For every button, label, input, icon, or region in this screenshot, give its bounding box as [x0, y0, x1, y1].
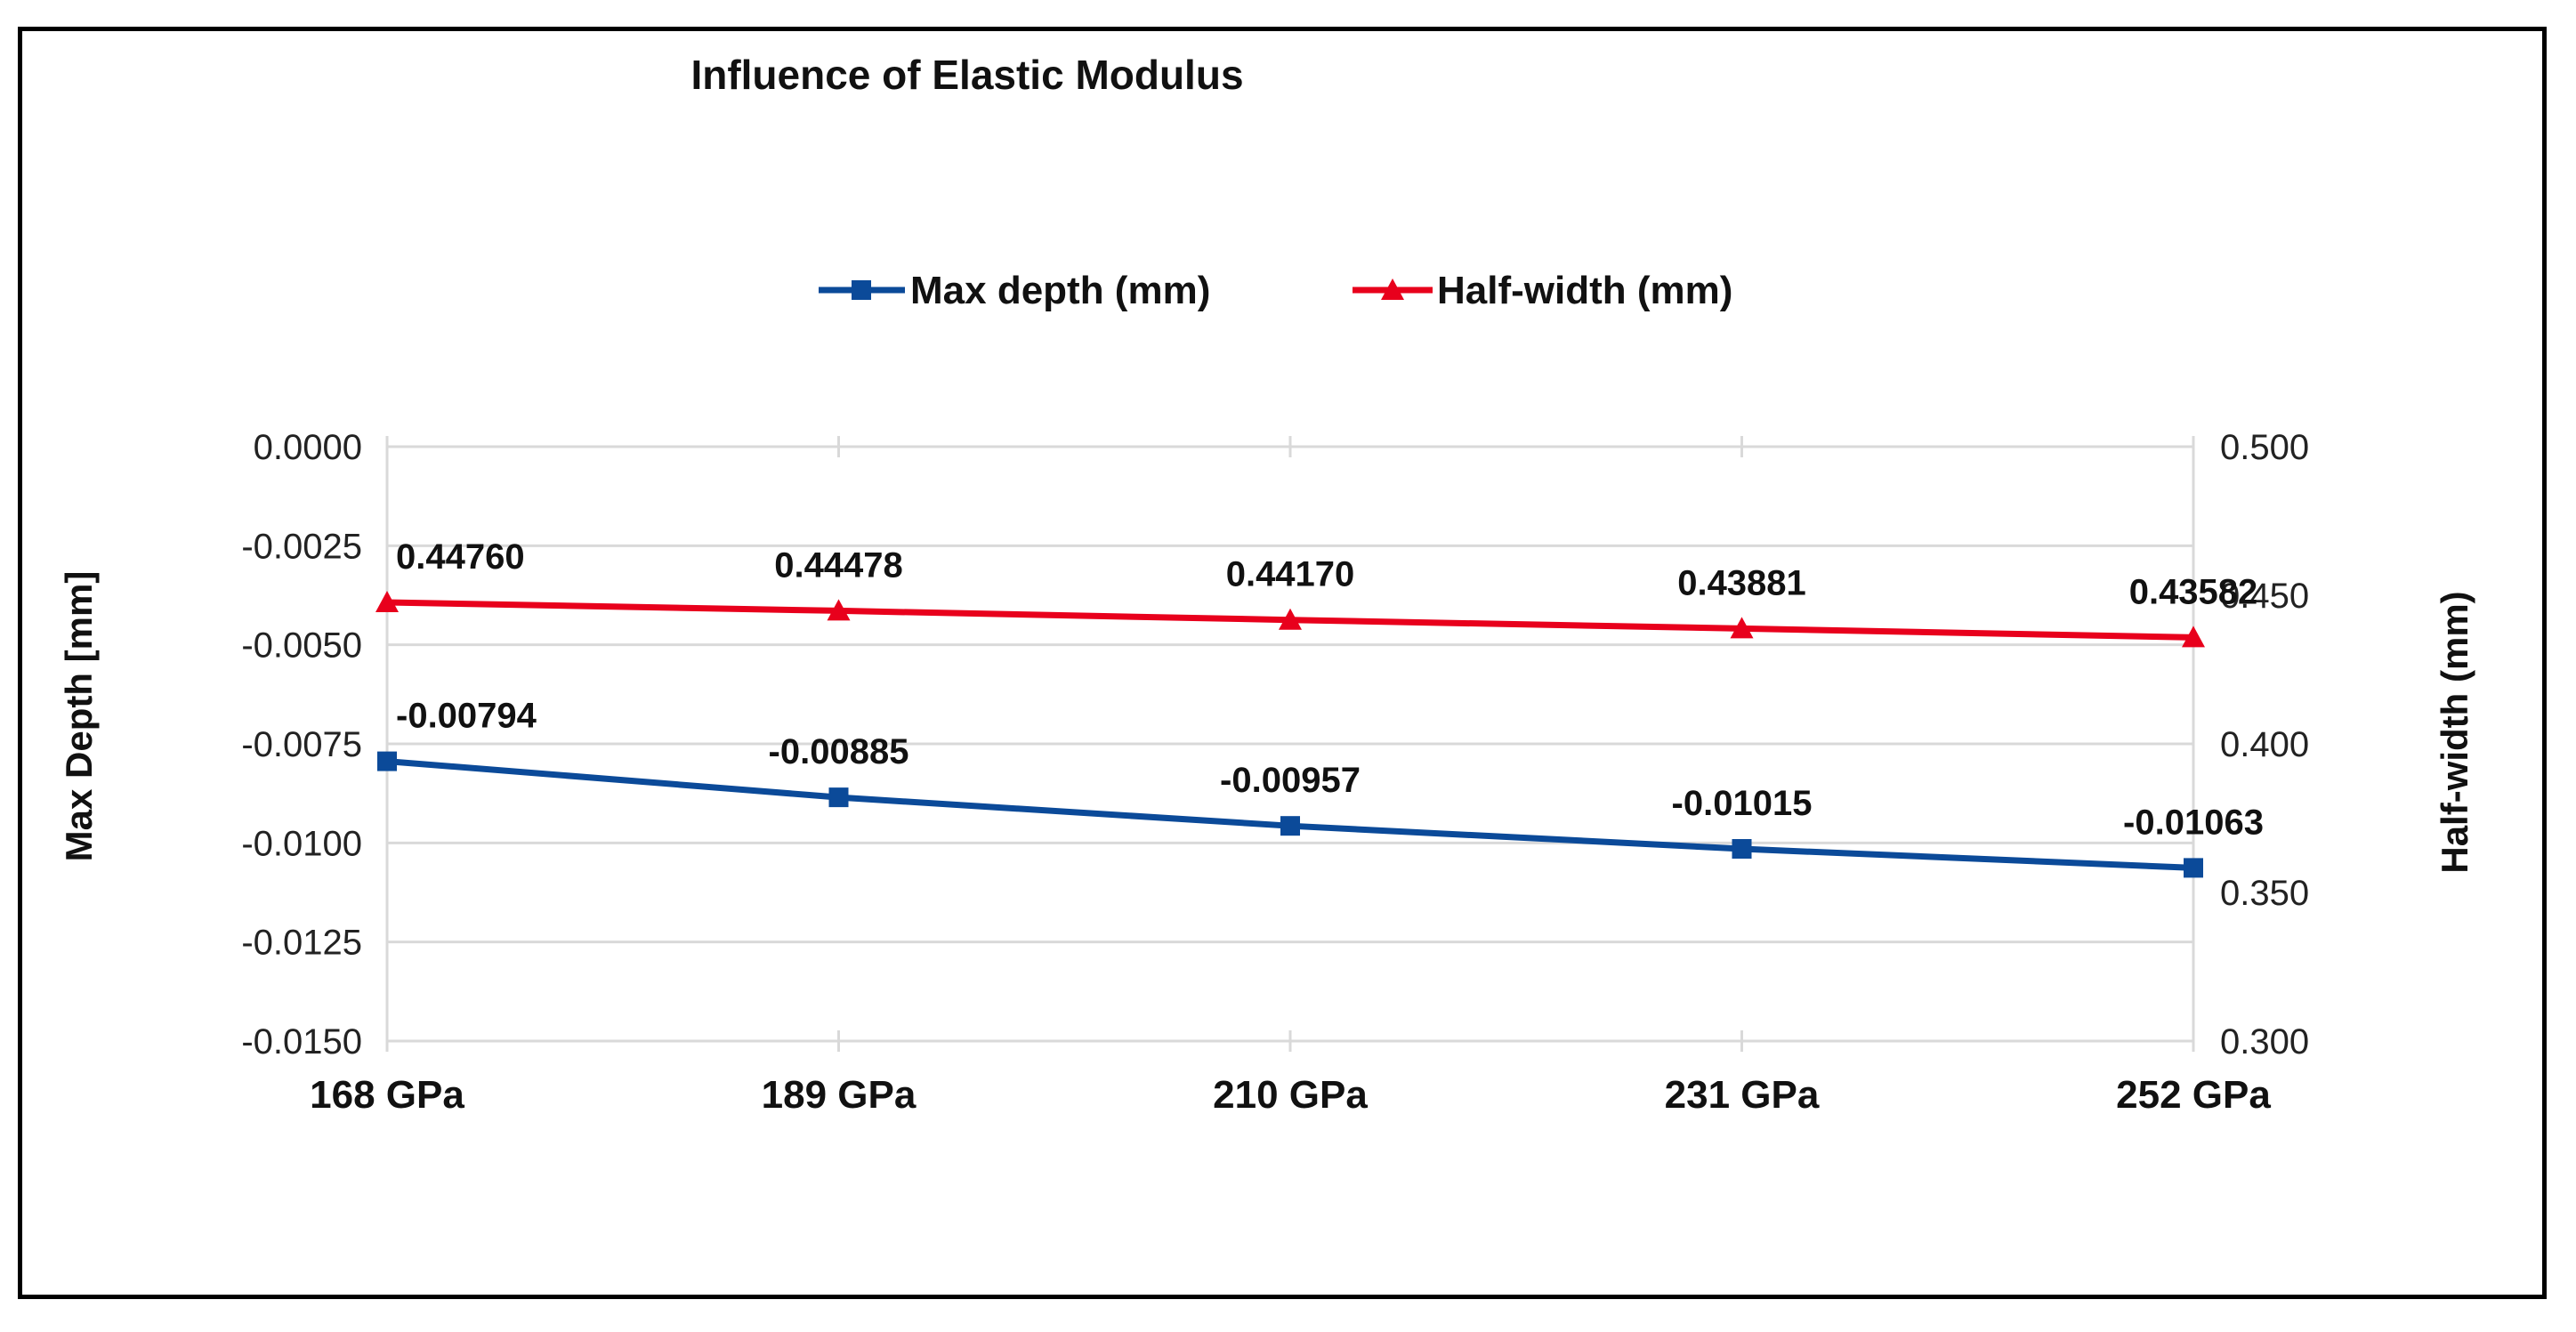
- data-label-max-depth: -0.01063: [2123, 803, 2264, 842]
- x-tick-label: 252 GPa: [2116, 1073, 2271, 1117]
- data-label-max-depth: -0.00957: [1220, 761, 1361, 800]
- data-label-half-width: 0.44478: [774, 545, 903, 585]
- data-point-half-width: [1279, 608, 1302, 630]
- x-tick-label: 231 GPa: [1665, 1073, 1820, 1117]
- y-left-tick-label: -0.0075: [241, 725, 362, 764]
- data-point-half-width: [375, 591, 399, 613]
- legend-label-max-depth: Max depth (mm): [910, 269, 1210, 312]
- y-right-tick-label: 0.350: [2220, 874, 2309, 913]
- legend-label-half-width: Half-width (mm): [1437, 269, 1732, 312]
- data-label-max-depth: -0.00794: [396, 697, 537, 736]
- data-point-max-depth: [1280, 816, 1300, 836]
- gridlines: [385, 436, 2195, 1052]
- data-label-max-depth: -0.01015: [1672, 784, 1813, 823]
- x-tick-label: 189 GPa: [762, 1073, 917, 1117]
- data-point-half-width: [2182, 626, 2205, 648]
- chart-canvas: Influence of Elastic Modulus Max depth (…: [58, 52, 2475, 1117]
- series-layer: -0.00794 -0.00885 -0.00957 -0.01015 -0.01063…: [375, 537, 2264, 878]
- chart-title: Influence of Elastic Modulus: [690, 52, 1243, 98]
- data-point-half-width: [827, 599, 851, 621]
- data-point-max-depth: [377, 751, 397, 771]
- data-label-max-depth: -0.00885: [769, 732, 909, 771]
- y-axis-left-ticks: 0.0000 -0.0025 -0.0050 -0.0075 -0.0100 -0.012…: [241, 428, 362, 1062]
- y-left-tick-label: -0.0150: [241, 1022, 362, 1062]
- legend: Max depth (mm) Half-width (mm): [819, 269, 1732, 312]
- y-left-tick-label: -0.0025: [241, 527, 362, 566]
- y-right-tick-label: 0.500: [2220, 428, 2309, 467]
- data-label-half-width: 0.44760: [396, 537, 525, 577]
- data-point-max-depth: [2184, 858, 2203, 878]
- x-axis-ticks: 168 GPa 189 GPa 210 GPa 231 GPa 252 GPa: [310, 1073, 2271, 1117]
- y-right-tick-label: 0.450: [2220, 577, 2309, 616]
- y-right-tick-label: 0.400: [2220, 725, 2309, 764]
- x-tick-label: 168 GPa: [310, 1073, 464, 1117]
- y-right-tick-label: 0.300: [2220, 1022, 2309, 1062]
- data-point-max-depth: [828, 787, 849, 808]
- data-label-half-width: 0.43582: [2129, 572, 2258, 611]
- y-left-tick-label: 0.0000: [254, 428, 362, 467]
- legend-marker-half-width: [1381, 279, 1404, 300]
- y-axis-right-ticks: 0.500 0.450 0.400 0.350 0.300: [2220, 428, 2309, 1062]
- legend-marker-max-depth: [852, 280, 871, 300]
- y-left-tick-label: -0.0050: [241, 626, 362, 666]
- y-axis-right-title: Half-width (mm): [2434, 591, 2475, 873]
- y-left-tick-label: -0.0125: [241, 924, 362, 963]
- data-label-half-width: 0.44170: [1226, 555, 1355, 594]
- y-left-tick-label: -0.0100: [241, 824, 362, 863]
- data-label-half-width: 0.43881: [1677, 563, 1806, 602]
- data-point-half-width: [1730, 617, 1754, 639]
- x-tick-label: 210 GPa: [1213, 1073, 1368, 1117]
- chart-frame: Influence of Elastic Modulus Max depth (…: [18, 27, 2547, 1299]
- y-axis-left-title: Max Depth [mm]: [58, 571, 100, 862]
- data-point-max-depth: [1732, 839, 1752, 860]
